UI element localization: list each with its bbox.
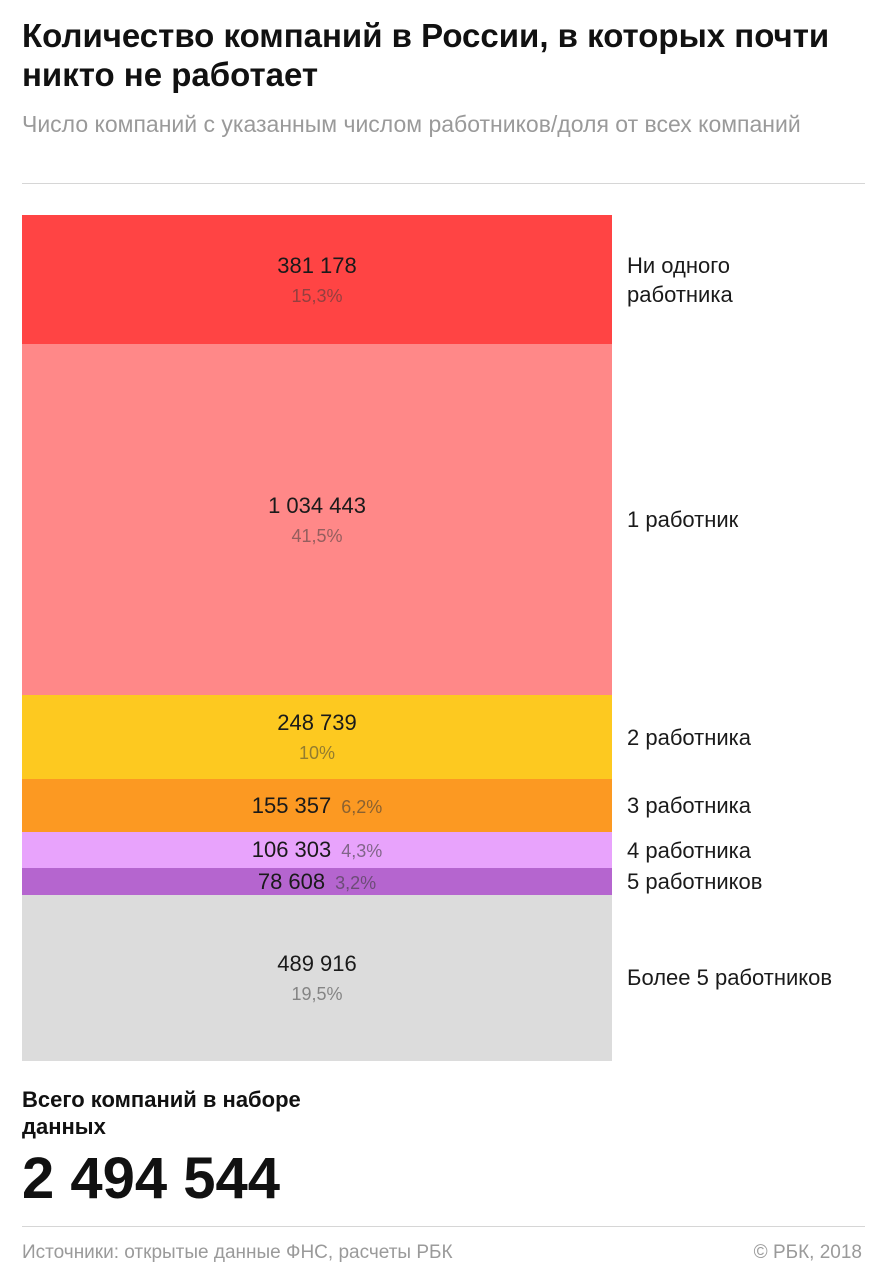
bar-segment: 248 739 10% [22,695,612,780]
category-label: 2 работника [627,724,752,750]
category-label: 3 работника [627,793,752,819]
chart-title: Количество компаний в России, в которых … [22,17,830,93]
bar-value-label: 78 608 3,2% [22,869,612,896]
total-label: Всего компаний в наборе данных [22,1087,301,1139]
bar-value: 381 178 [277,252,357,278]
bar-segment: 1 034 443 41,5% [22,344,612,696]
bar-percent: 6,2% [341,796,383,817]
bar-percent: 3,2% [335,872,377,893]
bar-value: 489 916 [277,950,357,976]
footer-divider [22,1226,865,1227]
bar-value: 248 739 [277,710,357,736]
category-label: Ни одного работника [627,252,733,307]
chart-subtitle: Число компаний с указанным числом работн… [22,111,801,137]
bar-segment: 155 357 6,2% [22,779,612,833]
bar-segment: 78 608 3,2% [22,868,612,896]
bar-segment: 381 178 15,3% [22,215,612,345]
bar-percent: 15,3% [291,285,343,306]
bar-value-label: 106 303 4,3% [22,837,612,864]
header-divider [22,183,865,184]
category-label: Более 5 работников [627,965,833,991]
bar-percent: 41,5% [291,525,343,546]
category-label: 5 работников [627,869,763,895]
bar-value: 155 357 [251,792,332,818]
bar-value-label: 489 916 19,5% [22,950,612,1006]
bar-value: 1 034 443 [268,492,366,518]
bar-value-label: 248 739 10% [22,709,612,765]
bar-percent: 10% [298,743,336,764]
total-value: 2 494 544 [22,1146,281,1211]
bar-value: 78 608 [257,868,326,894]
bar-value-label: 381 178 15,3% [22,252,612,308]
bar-percent: 4,3% [341,841,383,862]
bar-segment: 106 303 4,3% [22,832,612,869]
bar-value-label: 155 357 6,2% [22,793,612,820]
category-label: 1 работник [627,507,739,533]
bar-segment: 489 916 19,5% [22,894,612,1062]
category-label: 4 работника [627,837,752,863]
copyright-note: © РБК, 2018 [753,1242,862,1263]
bar-value-label: 1 034 443 41,5% [22,492,612,548]
bar-value: 106 303 [251,837,332,863]
source-note: Источники: открытые данные ФНС, расчеты … [22,1242,453,1263]
bar-percent: 19,5% [291,983,343,1004]
